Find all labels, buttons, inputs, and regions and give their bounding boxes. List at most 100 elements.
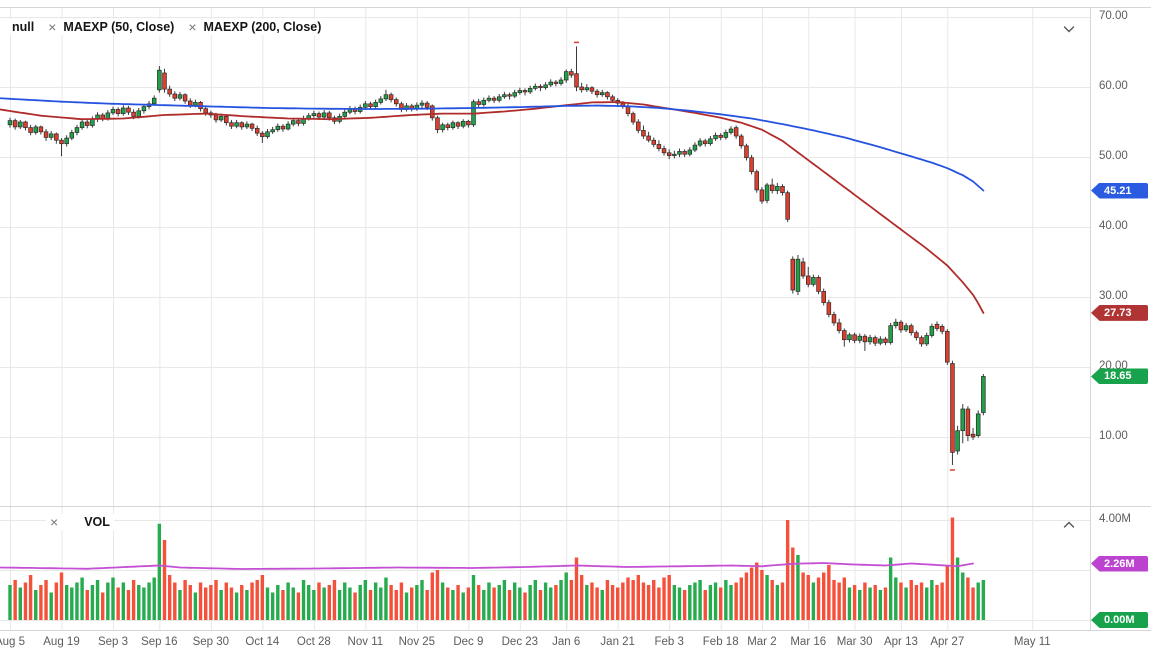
volume-bar [8,585,12,620]
volume-bar [631,580,635,620]
candle-body [903,325,909,331]
candle-body [342,111,348,117]
volume-bar [528,585,532,620]
volume-bar [837,582,841,620]
volume-bar [925,587,929,620]
volume-bar [389,585,393,620]
volume-bar [95,580,100,620]
candle-body [898,321,904,331]
candle-body [213,114,219,121]
volume-bar [569,580,574,620]
volume-bar [955,557,960,620]
volume-bar [919,582,924,620]
candle-body [744,145,749,159]
close-icon[interactable]: × [50,514,59,530]
candle-body [162,72,167,90]
candle-body [224,116,229,124]
collapse-volume-pane-button[interactable] [1060,515,1078,534]
volume-bar [590,582,594,620]
volume-bar [822,572,826,620]
candle-body [656,144,662,149]
volume-bar [204,587,208,620]
candle-body [790,258,796,291]
volume-bar [270,592,275,620]
volume-bar [765,575,769,620]
candle-body [687,149,693,155]
volume-bar [332,580,337,620]
volume-bar [425,590,429,620]
volume-bar [682,590,687,620]
candle-body [527,88,533,93]
volume-bar [312,590,316,620]
price-pane-legend: null × MAEXP (50, Close) × MAEXP (200, C… [8,19,331,35]
candle-body [507,94,512,97]
candle-body [48,133,54,138]
candle-body [105,112,111,119]
volume-bar [337,590,342,620]
volume-bar [301,580,306,620]
volume-bar [719,587,723,620]
candle-body [244,123,250,128]
candle-body [548,81,553,86]
volume-bar [780,582,785,620]
candle-body [59,139,64,145]
candle-body [728,128,734,133]
volume-bar [646,585,651,620]
volume-bar [64,585,69,620]
volume-bar [245,590,249,620]
volume-bar [667,575,671,620]
volume-bar [379,587,383,620]
volume-bar [966,577,970,620]
close-icon[interactable]: × [48,19,57,35]
volume-bar [585,585,589,620]
volume-bar [755,562,759,620]
volume-bar [888,557,893,620]
candle-body [430,105,435,119]
candle-body [553,81,559,84]
candle-body [79,121,85,128]
candle-body [672,153,677,156]
candle-body [157,69,162,91]
volume-bar [162,540,167,620]
candle-body [239,122,245,128]
candle-body [960,408,965,432]
candle-body [811,277,816,285]
candle-body [584,87,590,91]
volume-bar [440,582,445,620]
candle-body [759,189,765,202]
volume-bar [698,580,702,620]
candle-body [651,139,656,145]
candle-body [605,92,610,98]
close-icon[interactable]: × [188,19,197,35]
candle-body [975,413,981,436]
volume-bar [209,585,213,620]
volume-bar [147,582,151,620]
candle-body [970,433,976,438]
volume-bar [461,592,465,620]
volume-bar [34,590,38,620]
candle-body [254,127,260,134]
candle-body [440,124,445,131]
volume-bar [126,590,131,620]
symbol-label: null [12,20,35,34]
volume-bar [70,587,74,620]
volume-bar [451,590,455,620]
candle-body [172,93,178,99]
volume-bar [523,592,527,620]
candle-body [460,120,466,127]
volume-bar [770,580,774,620]
candle-body [455,122,461,127]
volume-bar [198,582,203,620]
legend-item-symbol[interactable]: null [8,19,39,35]
volume-bar [961,572,965,620]
candle-body [872,337,878,344]
volume-pane-legend: × VOL [46,514,120,530]
volume-bar [734,582,738,620]
volume-bar [327,585,331,620]
candle-body [188,100,193,106]
collapse-price-pane-button[interactable] [1060,20,1078,39]
candle-body [610,96,615,101]
volume-bar [39,585,43,620]
